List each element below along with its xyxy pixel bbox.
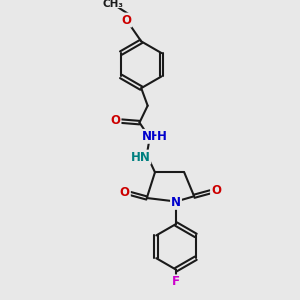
Text: O: O bbox=[211, 184, 221, 197]
Text: O: O bbox=[121, 14, 131, 26]
Text: H: H bbox=[157, 130, 167, 143]
Text: O: O bbox=[120, 186, 130, 199]
Text: F: F bbox=[172, 275, 180, 288]
Text: HN: HN bbox=[130, 151, 150, 164]
Text: NH: NH bbox=[142, 130, 162, 143]
Text: CH₃: CH₃ bbox=[102, 0, 123, 9]
Text: N: N bbox=[171, 196, 181, 209]
Text: O: O bbox=[110, 114, 121, 127]
